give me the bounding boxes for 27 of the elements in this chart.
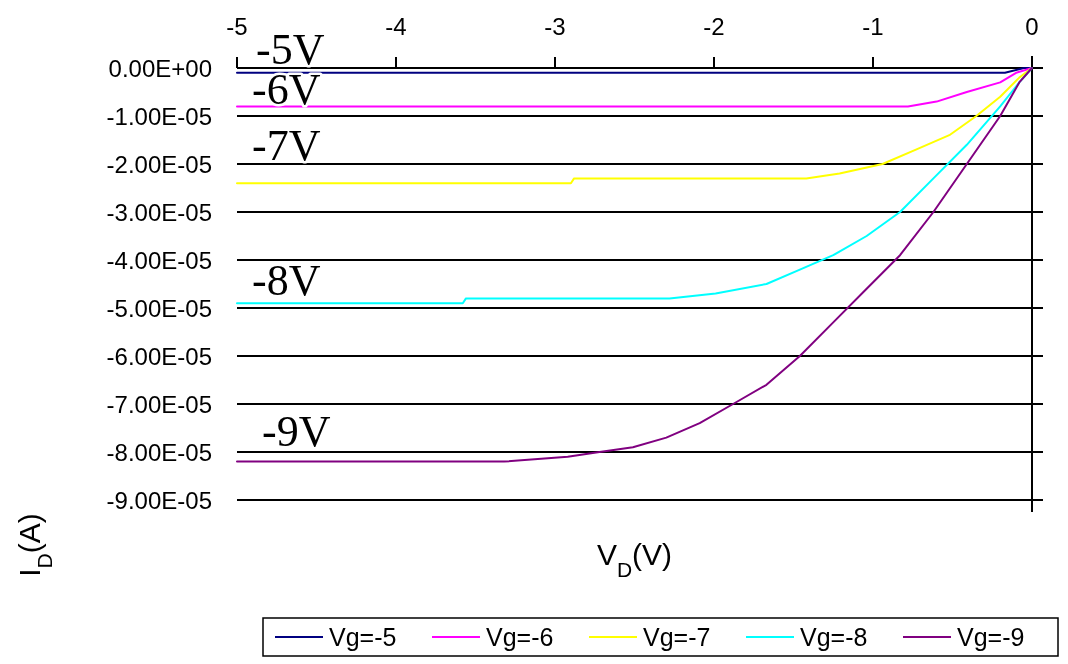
annotation: -7V <box>252 121 321 170</box>
y-tick-label: -6.00E-05 <box>106 343 212 370</box>
y-tick-label: -1.00E-05 <box>106 103 212 130</box>
x-tick-label: -1 <box>862 13 884 40</box>
y-tick-label: 0.00E+00 <box>108 55 212 82</box>
x-tick-label: -4 <box>385 13 407 40</box>
y-tick-label: -7.00E-05 <box>106 391 212 418</box>
annotation: -9V <box>262 407 331 456</box>
line-series <box>236 67 1033 108</box>
legend-label: Vg=-5 <box>329 623 397 651</box>
legend-label: Vg=-7 <box>643 623 711 651</box>
y-tick-label: -8.00E-05 <box>106 439 212 466</box>
annotation: -8V <box>252 256 321 305</box>
legend-label: Vg=-9 <box>957 623 1025 651</box>
legend-label: Vg=-6 <box>486 623 554 651</box>
y-tick-label: -5.00E-05 <box>106 295 212 322</box>
x-tick-label: -3 <box>544 13 566 40</box>
x-tick-label: 0 <box>1025 13 1039 40</box>
y-tick-label: -3.00E-05 <box>106 199 212 226</box>
x-tick-label: -5 <box>226 13 248 40</box>
y-tick-label: -9.00E-05 <box>106 487 212 514</box>
line-series <box>236 67 1033 463</box>
y-tick-label: -4.00E-05 <box>106 247 212 274</box>
legend-label: Vg=-8 <box>800 623 868 651</box>
x-tick-label: -2 <box>703 13 725 40</box>
y-tick-label: -2.00E-05 <box>106 151 212 178</box>
x-axis-title: V$_{D}$(V) <box>596 538 673 581</box>
